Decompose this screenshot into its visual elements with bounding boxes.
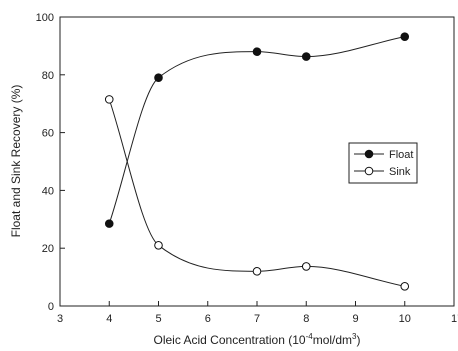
series-markers — [104, 32, 410, 291]
x-tick-label: 8 — [303, 313, 309, 325]
x-tick-label: 9 — [352, 313, 358, 325]
y-tick-label: 0 — [48, 301, 54, 313]
point-sink — [154, 241, 163, 250]
legend-box — [348, 142, 418, 184]
curve-sink — [108, 99, 405, 287]
curve-float — [108, 36, 405, 224]
point-sink — [104, 95, 114, 104]
point-float — [400, 32, 410, 41]
legend-marker-sink — [364, 166, 374, 176]
point-float — [104, 219, 114, 228]
y-tick-label: 80 — [42, 70, 54, 82]
point-sink — [400, 282, 410, 291]
x-tick-label: 3 — [57, 313, 63, 325]
series-curves — [108, 36, 405, 287]
point-float — [154, 73, 163, 82]
y-tick-label: 60 — [42, 128, 54, 140]
legend-label-sink: Sink — [389, 166, 411, 178]
x-tick-label: 10 — [399, 313, 411, 325]
point-sink — [252, 267, 262, 276]
legend: Float Sink — [348, 142, 418, 184]
point-float — [301, 52, 311, 61]
y-tick-label: 40 — [42, 185, 54, 197]
x-tick-label: 6 — [205, 313, 211, 325]
y-axis-title: Float and Sink Recovery (%) — [9, 85, 23, 238]
point-float — [252, 47, 262, 56]
x-tick-label: 5 — [155, 313, 161, 325]
y-axis-ticks: 0 20 40 60 80 100 — [36, 12, 65, 313]
x-tick-label: 1’ — [451, 313, 458, 325]
legend-label-float: Float — [389, 149, 413, 161]
x-axis-title: Oleic Acid Concentration (10-4mol/dm3) — [153, 332, 360, 347]
y-tick-label: 20 — [42, 243, 54, 255]
x-tick-label: 4 — [106, 313, 112, 325]
x-axis-ticks: 3 4 5 6 7 8 9 10 1’ — [57, 301, 458, 325]
point-sink — [301, 262, 311, 271]
y-tick-label: 100 — [36, 12, 54, 24]
legend-marker-float — [364, 149, 374, 159]
x-tick-label: 7 — [254, 313, 260, 325]
